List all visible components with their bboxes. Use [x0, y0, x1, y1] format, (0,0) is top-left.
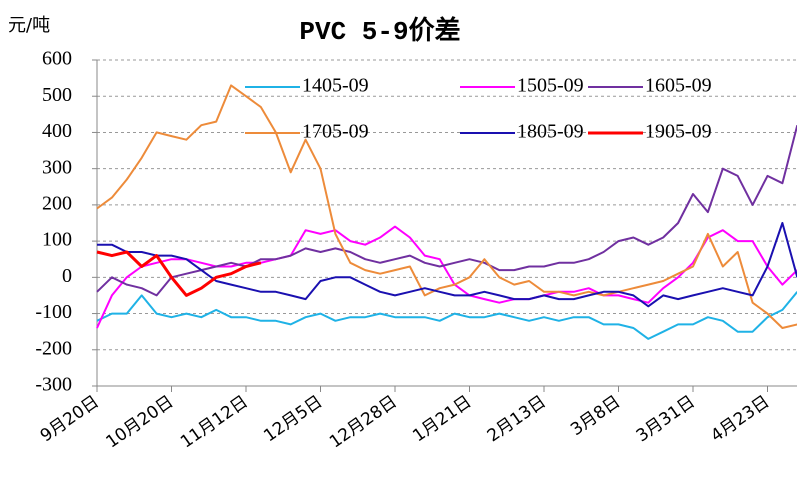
legend-label: 1505-09 — [517, 75, 584, 97]
series-line — [96, 124, 797, 297]
x-tick-label: 9月20日 — [37, 392, 103, 446]
x-tick-label: 10月20日 — [102, 392, 177, 453]
x-tick-label: 1月21日 — [409, 392, 475, 446]
series-line — [96, 291, 797, 340]
y-tick-label: -300 — [35, 374, 72, 396]
legend-label: 1705-09 — [302, 121, 369, 143]
y-tick-label: 500 — [42, 84, 72, 106]
y-axis-unit: 元/吨 — [8, 15, 50, 36]
x-tick-label: 3月8日 — [567, 392, 624, 440]
x-tick-label: 4月23日 — [707, 392, 773, 446]
x-tick-label: 12月28日 — [326, 392, 401, 453]
series-line — [96, 84, 797, 329]
legend-label: 1405-09 — [302, 75, 369, 97]
legend-label: 1805-09 — [517, 121, 584, 143]
series-line — [96, 250, 262, 297]
y-tick-label: 600 — [42, 48, 72, 70]
y-tick-label: -200 — [35, 337, 72, 359]
legend-label: 1605-09 — [645, 75, 712, 97]
y-tick-label: 100 — [42, 229, 72, 251]
y-tick-label: 200 — [42, 192, 72, 214]
x-tick-label: 2月13日 — [484, 392, 550, 446]
y-tick-label: 400 — [42, 120, 72, 142]
y-tick-label: 0 — [62, 265, 72, 287]
series-line — [96, 225, 797, 329]
x-tick-label: 12月5日 — [260, 392, 326, 446]
x-tick-label: 11月12日 — [177, 392, 252, 453]
chart-title: PVC 5-9价差 — [299, 15, 460, 47]
y-tick-label: -100 — [35, 301, 72, 323]
y-tick-label: 300 — [42, 156, 72, 178]
legend-label: 1905-09 — [645, 121, 712, 143]
x-tick-label: 3月31日 — [633, 392, 699, 446]
